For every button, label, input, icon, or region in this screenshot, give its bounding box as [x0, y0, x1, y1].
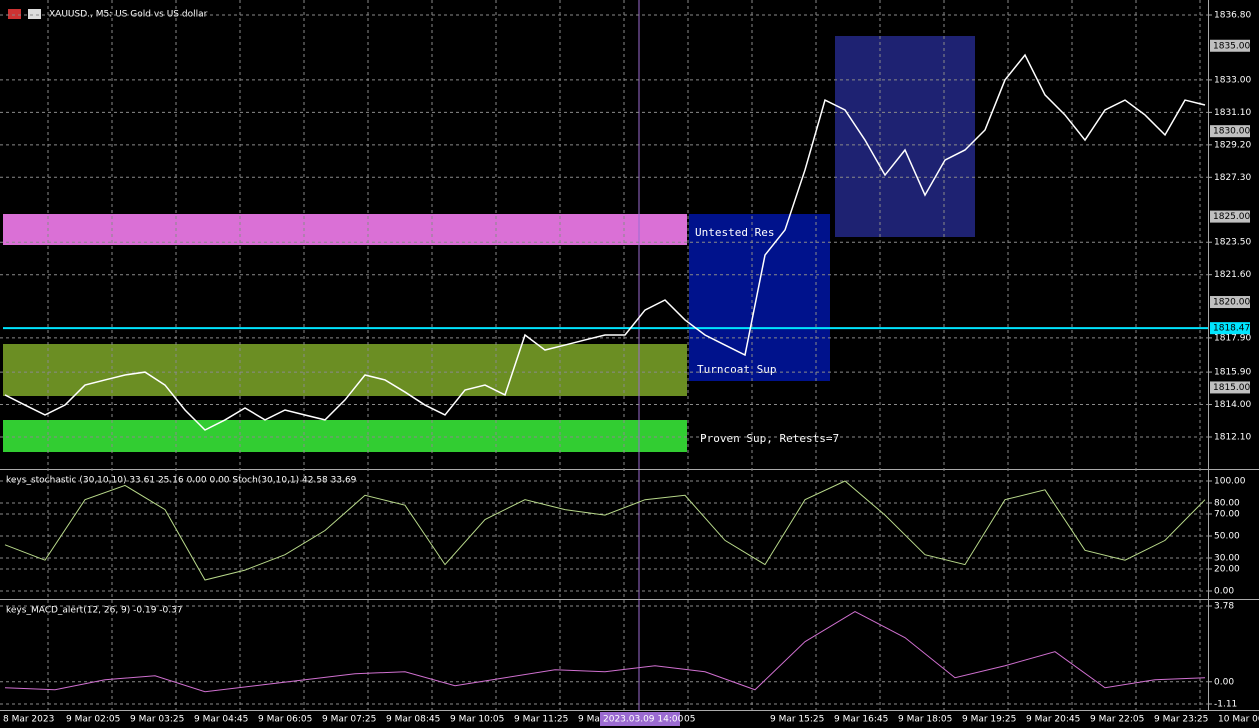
x-tick-label: 9 Mar 04:45	[194, 715, 248, 725]
series-line	[4, 53, 1206, 431]
x-tick-label: 10 Mar 00:45	[1218, 715, 1259, 725]
y-tick-label: 100.00	[1214, 477, 1246, 487]
x-tick-label: 9 Mar 02:05	[66, 715, 120, 725]
zone-label: Turncoat Sup	[697, 363, 776, 376]
x-tick-label: 9 Mar 18:05	[898, 715, 952, 725]
y-tick-label: 1812.10	[1214, 433, 1251, 443]
cursor-label: 2023.03.09 14:00	[603, 715, 684, 725]
y-tick-label: 3.78	[1214, 602, 1234, 612]
y-tick-label: 1833.00	[1214, 75, 1251, 85]
icon	[28, 9, 41, 19]
x-tick-label: 8 Mar 2023	[3, 715, 54, 725]
resistance-zone	[3, 214, 687, 245]
x-tick-label: 9 Mar 07:25	[322, 715, 376, 725]
zone-label: Untested Res	[695, 226, 774, 239]
x-tick-label: 9 Mar 15:25	[770, 715, 824, 725]
level-label: 1815.00	[1213, 383, 1250, 393]
y-tick-label: 1829.20	[1214, 140, 1251, 150]
y-tick-label: 0.00	[1214, 587, 1234, 597]
x-tick-label: 9 Mar 08:45	[386, 715, 440, 725]
y-tick-label: 1827.30	[1214, 173, 1251, 183]
y-tick-label: 1815.90	[1214, 368, 1251, 378]
series-line	[4, 480, 1206, 581]
x-tick-label: 9 Mar 03:25	[130, 715, 184, 725]
level-box	[1210, 39, 1250, 52]
level-label: 1835.00	[1213, 41, 1250, 51]
x-tick-label: 05	[684, 715, 695, 725]
x-tick-label: 9 Mar 20:45	[1026, 715, 1080, 725]
price-label: 1818.47	[1213, 324, 1250, 334]
y-tick-label: 0.00	[1214, 677, 1234, 687]
x-tick-label: 9 Mar 10:05	[450, 715, 504, 725]
cursor-box	[600, 712, 680, 726]
level-box	[1210, 296, 1250, 309]
support-zone	[3, 420, 687, 452]
y-tick-label: 30.00	[1214, 554, 1240, 564]
x-tick-label: 9 Mar 06:05	[258, 715, 312, 725]
y-tick-label: 1823.50	[1214, 238, 1251, 248]
indicator-label: keys_MACD_alert(12, 26, 9) -0.19 -0.37	[6, 606, 183, 616]
icon	[8, 9, 21, 19]
x-tick-label: 9 Mar 11:25	[514, 715, 568, 725]
x-tick-label: 9 Mar 22:05	[1090, 715, 1144, 725]
y-tick-label: 1817.90	[1214, 333, 1251, 343]
turncoat-zone	[3, 344, 687, 396]
y-tick-label: 20.00	[1214, 565, 1240, 575]
y-tick-label: -1.11	[1214, 700, 1237, 710]
y-tick-label: 1814.00	[1214, 400, 1251, 410]
x-tick-label: 9 Mar 16:45	[834, 715, 888, 725]
y-tick-label: 1836.80	[1214, 11, 1251, 21]
x-tick-label: 9 Ma	[578, 715, 600, 725]
x-tick-label: 9 Mar 23:25	[1154, 715, 1208, 725]
y-tick-label: 50.00	[1214, 532, 1240, 542]
series-line	[4, 611, 1206, 693]
level-box	[1210, 125, 1250, 138]
level-box	[1210, 381, 1250, 394]
y-tick-label: 1831.10	[1214, 108, 1251, 118]
box-1	[689, 214, 830, 381]
box-2	[835, 36, 975, 237]
level-box	[1210, 210, 1250, 223]
y-tick-label: 70.00	[1214, 510, 1240, 520]
level-label: 1830.00	[1213, 127, 1250, 137]
level-label: 1820.00	[1213, 298, 1250, 308]
price-box	[1210, 322, 1250, 335]
level-label: 1825.00	[1213, 212, 1250, 222]
y-tick-label: 1821.60	[1214, 270, 1251, 280]
zone-label: Proven Sup, Retests=7	[700, 432, 839, 445]
x-tick-label: 9 Mar 19:25	[962, 715, 1016, 725]
y-tick-label: 80.00	[1214, 499, 1240, 509]
